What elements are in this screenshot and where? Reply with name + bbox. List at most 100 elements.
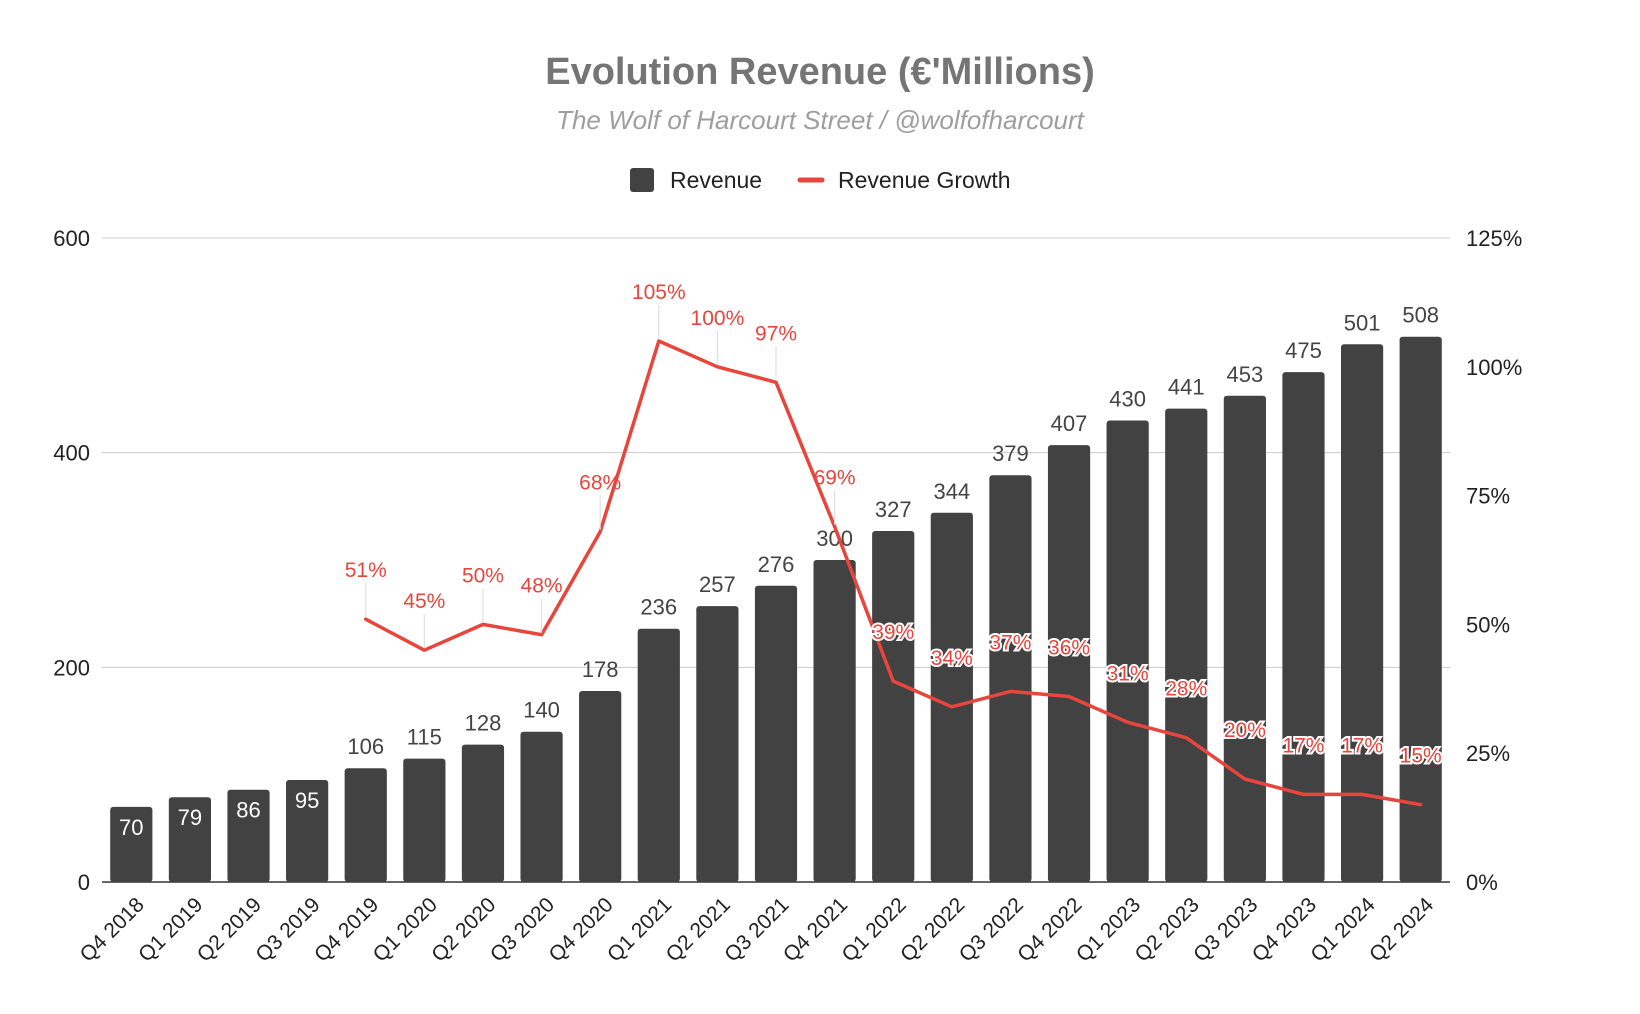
revenue-bar-label: 106 [347, 734, 384, 759]
revenue-growth-path [363, 339, 1423, 807]
x-tick-label: Q1 2021 [603, 893, 676, 966]
x-tick-label: Q3 2020 [486, 893, 559, 966]
x-tick-label: Q1 2020 [369, 893, 442, 966]
revenue-bar-label: 407 [1051, 411, 1088, 436]
y-left-tick-label: 200 [53, 655, 90, 680]
y-right-tick-label: 50% [1466, 612, 1510, 637]
revenue-growth-label: 51% [345, 559, 387, 582]
revenue-growth-label: 31% [1107, 662, 1149, 685]
x-tick-label: Q4 2022 [1013, 893, 1086, 966]
revenue-bar [579, 690, 622, 882]
revenue-bar [461, 744, 505, 882]
revenue-growth-label: 28% [1165, 678, 1207, 701]
legend-label-revenue: Revenue [670, 167, 762, 193]
revenue-growth-labels: 51% 45% 50% 48% 68% 105%100% 97% 69% 39% 34% 37% 36… [345, 281, 1444, 770]
revenue-growth-label: 36% [1048, 637, 1090, 660]
revenue-bar [110, 806, 153, 882]
x-tick-label: Q4 2020 [544, 893, 617, 966]
legend-swatch-revenue [630, 168, 654, 192]
y-right-tick-label: 125% [1466, 226, 1522, 251]
x-tick-label: Q2 2019 [193, 893, 266, 966]
revenue-growth-label: 34% [931, 647, 973, 670]
revenue-growth-label: 37% [989, 631, 1031, 654]
chart-subtitle: The Wolf of Harcourt Street / @wolfofhar… [556, 105, 1086, 135]
revenue-bar-label: 236 [640, 595, 677, 620]
revenue-bar [696, 606, 739, 882]
x-tick-label: Q2 2020 [427, 893, 500, 966]
revenue-bar [872, 531, 915, 882]
x-tick-label: Q1 2024 [1306, 893, 1379, 966]
revenue-bar [1223, 395, 1266, 882]
x-tick-label: Q1 2023 [1072, 893, 1145, 966]
x-tick-label: Q4 2018 [76, 893, 149, 966]
revenue-growth-label: 45% [403, 590, 445, 613]
revenue-growth-label: 105% [632, 281, 686, 304]
revenue-bar-label: 501 [1344, 310, 1381, 335]
revenue-bar-label: 327 [875, 497, 912, 522]
x-tick-label: Q1 2019 [134, 893, 207, 966]
revenue-bar [1399, 336, 1442, 882]
revenue-bar [286, 780, 329, 882]
revenue-growth-label: 20% [1224, 719, 1266, 742]
revenue-growth-label: 17% [1341, 734, 1383, 757]
revenue-growth-label: 68% [579, 472, 621, 495]
revenue-bar [1282, 372, 1325, 882]
legend-label-revenue-growth: Revenue Growth [838, 167, 1011, 193]
revenue-bar-label: 86 [236, 798, 260, 823]
revenue-growth-label: 97% [755, 322, 797, 345]
y-right-tick-label: 100% [1466, 355, 1522, 380]
revenue-bar [227, 789, 270, 882]
x-tick-label: Q2 2021 [662, 893, 735, 966]
revenue-growth-label: 50% [462, 564, 504, 587]
legend: Revenue Revenue Growth [630, 167, 1011, 193]
y-left-tick-label: 0 [78, 870, 90, 895]
revenue-bar-label: 140 [523, 698, 560, 723]
revenue-bar-label: 508 [1402, 303, 1439, 328]
x-tick-label: Q2 2024 [1365, 893, 1438, 966]
revenue-bar-label: 430 [1109, 386, 1146, 411]
x-tick-label: Q4 2019 [310, 893, 383, 966]
revenue-growth-label: 100% [691, 307, 745, 330]
revenue-bar [168, 797, 212, 882]
y-left-tick-label: 600 [53, 226, 90, 251]
revenue-bar-label: 257 [699, 572, 736, 597]
y-right-tick-label: 25% [1466, 741, 1510, 766]
x-tick-label: Q2 2023 [1131, 893, 1204, 966]
revenue-bar [403, 758, 446, 882]
revenue-bars [110, 336, 1442, 882]
revenue-growth-line [363, 339, 1423, 807]
x-tick-label: Q3 2023 [1189, 893, 1262, 966]
chart-title: Evolution Revenue (€'Millions) [545, 51, 1095, 93]
y-right-tick-label: 75% [1466, 484, 1510, 509]
x-tick-label: Q2 2022 [896, 893, 969, 966]
revenue-bar-label: 79 [178, 805, 202, 830]
revenue-bar-label: 128 [465, 711, 502, 736]
revenue-bar [754, 585, 798, 882]
revenue-bar-label: 115 [407, 725, 442, 750]
revenue-bar [1106, 420, 1149, 882]
revenue-growth-label: 15% [1400, 745, 1442, 768]
y-axis-left: 0 200 400 600 [53, 226, 90, 895]
x-tick-label: Q3 2021 [720, 893, 793, 966]
revenue-growth-label: 69% [814, 467, 856, 490]
x-tick-label: Q4 2021 [779, 893, 852, 966]
x-tick-label: Q3 2022 [955, 893, 1028, 966]
revenue-bar [520, 731, 563, 882]
revenue-bar-label: 344 [933, 479, 970, 504]
revenue-bar-label: 475 [1285, 338, 1322, 363]
y-left-tick-label: 400 [53, 441, 90, 466]
y-axis-right: 0% 25% 50% 75% 100% 125% [1466, 226, 1522, 895]
x-tick-label: Q1 2022 [838, 893, 911, 966]
revenue-growth-label: 17% [1282, 734, 1324, 757]
revenue-bar-label: 276 [758, 552, 795, 577]
revenue-bar [930, 512, 973, 882]
revenue-bar-label: 453 [1227, 362, 1264, 387]
revenue-bar [637, 628, 680, 882]
revenue-bar-label: 95 [295, 788, 319, 813]
revenue-growth-label: 39% [872, 621, 914, 644]
revenue-bar-label: 441 [1168, 375, 1205, 400]
